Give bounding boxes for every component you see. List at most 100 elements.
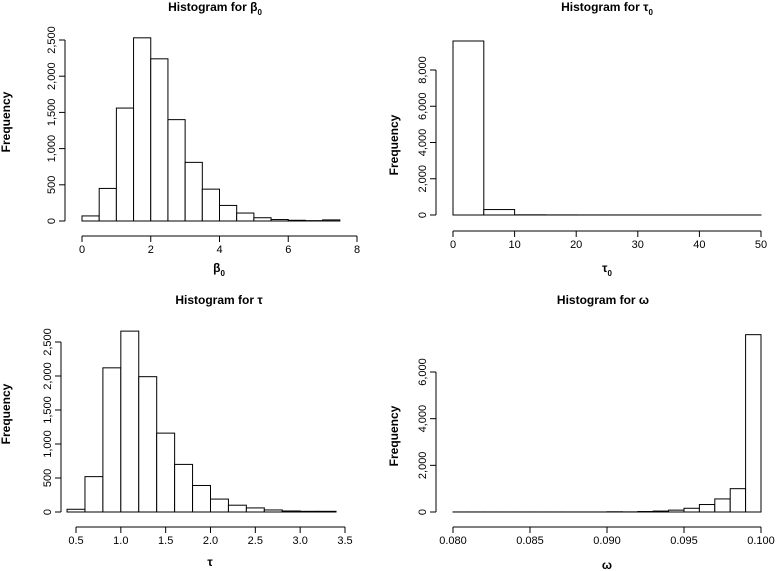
y-axis-label: Frequency (0, 91, 13, 152)
histogram-bar (150, 58, 169, 222)
x-tick-label: 0.090 (593, 535, 621, 547)
y-tick-label: 2,000 (46, 62, 58, 90)
x-tick-label: 0.100 (747, 535, 775, 547)
histogram-bar (317, 510, 337, 513)
histogram-bar (253, 217, 272, 222)
y-tick-label: 8,000 (417, 56, 429, 84)
histogram-bar (683, 507, 700, 513)
histogram-bar (745, 334, 762, 513)
histogram-bar (287, 219, 306, 222)
y-tick-label: 2,000 (42, 362, 54, 390)
histogram-bar (120, 330, 140, 513)
x-tick-label: 0.085 (516, 535, 544, 547)
x-tick-label: 4 (216, 244, 222, 256)
panel-tau0-histogram: Histogram for τ0 τ0 Frequency 0 10 20 30 40 5… (387, 0, 767, 278)
y-tick-label: 6,000 (417, 358, 429, 386)
histogram-bar (133, 37, 152, 222)
x-tick-label: 1.0 (113, 535, 128, 547)
y-tick-label: 0 (417, 509, 429, 515)
panel-title: Histogram for ω (557, 293, 649, 307)
histogram-bar (270, 219, 289, 222)
histogram-bar (281, 510, 301, 513)
panel-omega-histogram: Histogram for ω ω Frequency 0.080 0.085 0.… (387, 293, 775, 571)
panel-title: Histogram for τ (175, 293, 263, 307)
x-tick-label: 0.080 (439, 535, 467, 547)
histogram-bar (210, 498, 229, 513)
panel-tau-histogram: Histogram for τ τ Frequency 0.5 1.0 1.5 2.0… (0, 293, 353, 569)
y-axis-label: Frequency (387, 114, 401, 175)
x-tick-label: 2.0 (203, 535, 218, 547)
histogram-bar (668, 509, 685, 513)
histogram-bar (156, 432, 176, 513)
histogram-bar (714, 498, 731, 513)
x-axis: 0.080 0.085 0.090 0.095 0.100 (439, 526, 775, 547)
histogram-bar (227, 504, 247, 513)
y-tick-label: 2,500 (42, 328, 54, 356)
histogram-bar (729, 488, 747, 513)
histogram-bar (698, 504, 716, 513)
panel-beta0-histogram: Histogram for β0 β0 Frequency 0 2 4 6 8 0 500… (0, 0, 360, 278)
histogram-bar (483, 209, 516, 216)
histogram-bar (322, 219, 341, 222)
panel-title: Histogram for β0 (168, 0, 262, 17)
y-tick-label: 500 (42, 469, 54, 487)
x-tick-label: 8 (354, 244, 360, 256)
histogram-bars (66, 330, 337, 513)
histogram-bar (452, 40, 485, 216)
histogram-bar (245, 507, 265, 513)
y-tick-label: 500 (46, 176, 58, 194)
x-tick-label: 20 (570, 239, 582, 251)
histogram-bar (174, 463, 194, 513)
y-tick-label: 1,500 (42, 396, 54, 424)
x-axis-label: β0 (213, 261, 225, 278)
x-axis: 0 2 4 6 8 (79, 235, 360, 256)
x-tick-label: 10 (508, 239, 520, 251)
x-axis-label: ω (602, 558, 612, 571)
y-tick-label: 0 (46, 218, 58, 224)
x-tick-label: 6 (285, 244, 291, 256)
x-tick-label: 50 (755, 239, 767, 251)
y-axis-label: Frequency (387, 405, 401, 466)
y-tick-label: 2,500 (46, 26, 58, 54)
x-axis: 0.5 1.0 1.5 2.0 2.5 3.0 3.5 (68, 526, 353, 547)
panel-title: Histogram for τ0 (561, 0, 653, 17)
y-axis: 0 500 1,000 1,500 2,000 2,500 (46, 26, 66, 224)
y-tick-label: 4,000 (417, 129, 429, 157)
y-axis: 0 2,000 4,000 6,000 8,000 (417, 56, 437, 218)
x-tick-label: 30 (632, 239, 644, 251)
histogram-bar (66, 508, 86, 513)
x-tick-label: 1.5 (158, 535, 173, 547)
x-tick-label: 3.5 (337, 535, 352, 547)
x-axis-label: τ (207, 555, 213, 569)
histogram-bar (236, 212, 255, 222)
x-axis-label: τ0 (602, 261, 612, 278)
x-tick-label: 0 (79, 244, 85, 256)
histogram-bars (452, 334, 762, 513)
y-axis: 0 2,000 4,000 6,000 (417, 358, 437, 515)
histogram-bar (192, 484, 212, 513)
y-tick-label: 2,000 (417, 452, 429, 480)
histogram-bar (201, 188, 220, 222)
x-tick-label: 2 (148, 244, 154, 256)
y-tick-label: 1,500 (46, 99, 58, 127)
histogram-bar (102, 367, 122, 513)
y-tick-label: 6,000 (417, 92, 429, 120)
x-tick-label: 3.0 (293, 535, 308, 547)
histogram-bar (81, 215, 100, 222)
y-tick-label: 0 (417, 212, 429, 218)
y-axis: 0 500 1,000 1,500 2,000 2,500 (42, 328, 62, 515)
histogram-bar (652, 510, 670, 513)
x-tick-label: 0.5 (68, 535, 83, 547)
x-tick-label: 2.5 (248, 535, 263, 547)
histogram-bar (84, 476, 104, 513)
histogram-bar (98, 187, 117, 222)
histogram-bar (138, 376, 158, 513)
histogram-bars (452, 40, 762, 216)
histogram-bar (263, 509, 283, 513)
histogram-bar (115, 107, 135, 222)
x-tick-label: 0.095 (670, 535, 698, 547)
x-axis: 0 10 20 30 40 50 (450, 230, 767, 251)
histogram-bar (167, 119, 186, 222)
histogram-bars (81, 37, 341, 222)
